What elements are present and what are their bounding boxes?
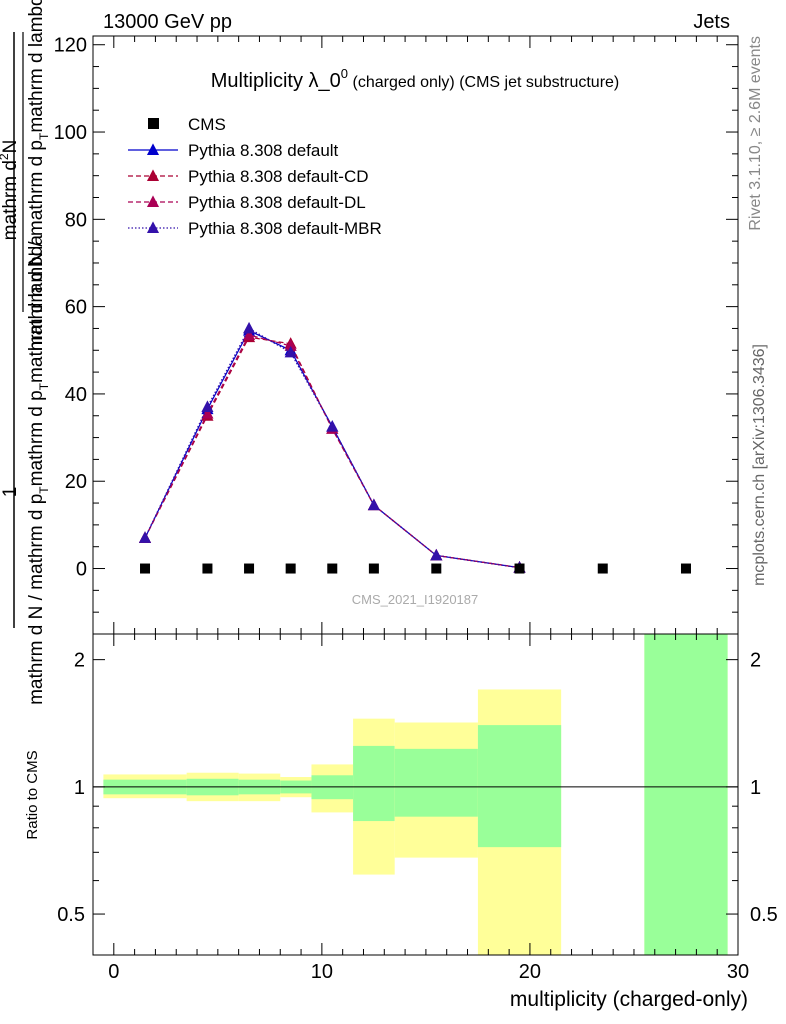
y-label-denom-main: mathrm d N / mathrm d p xyxy=(26,494,47,705)
ratio-y-tick-label-left: 2 xyxy=(74,650,85,672)
y-label-denom-sub: T xyxy=(37,486,51,494)
series-marker-mbr xyxy=(138,531,152,543)
cms-data-point xyxy=(597,563,608,574)
series-marker-dl xyxy=(242,328,256,340)
ratio-y-label: Ratio to CMS xyxy=(24,750,41,839)
legend-marker-cms xyxy=(148,118,159,129)
legend-marker xyxy=(146,169,160,181)
y-label-bottom: mathrm d N / mathrm d pTmathrm d lambda xyxy=(26,0,51,351)
y-label-one: 1 xyxy=(0,487,21,498)
series-line-mbr xyxy=(144,327,520,569)
ratio-band-inner xyxy=(477,725,562,848)
y-label-bottom-sub: T xyxy=(37,132,51,140)
ratio-y-tick-label-right: 2 xyxy=(750,650,761,672)
cms-data-point xyxy=(202,563,213,574)
cms-data-points xyxy=(140,563,691,574)
chart-title-suffix: (charged only) (CMS jet substructure) xyxy=(352,74,619,91)
ratio-y-tick-label-left: 0.5 xyxy=(57,904,85,926)
legend-marker xyxy=(146,143,160,155)
y-label-denom-end: mathrm d p xyxy=(26,390,47,486)
cms-data-point xyxy=(327,563,338,574)
series-marker-mbr xyxy=(367,498,380,511)
mcplots-label: mcplots.cern.ch [arXiv:1306.3436] xyxy=(751,344,768,586)
series-marker-mbr xyxy=(242,321,256,334)
y-label-top-sup: 2 xyxy=(0,153,11,160)
y-label-denom-sub2: T xyxy=(37,382,51,390)
ratio-band-inner xyxy=(394,748,478,817)
x-tick-label: 0 xyxy=(108,961,119,983)
ratio-band-inner xyxy=(353,745,395,822)
ratio-bands xyxy=(103,634,728,955)
ratio-band-inner xyxy=(644,634,728,955)
rivet-version-label: Rivet 3.1.10, ≥ 2.6M events xyxy=(747,36,764,231)
y-tick-label: 60 xyxy=(65,297,87,319)
ratio-y-tick-label-left: 1 xyxy=(74,777,85,799)
cms-data-point xyxy=(140,563,151,574)
cms-data-point xyxy=(368,563,379,574)
ratio-y-tick-label-right: 1 xyxy=(750,777,761,799)
y-tick-label: 0 xyxy=(76,559,87,581)
cms-data-point xyxy=(285,563,296,574)
y-tick-label: 80 xyxy=(65,209,87,231)
series-line-dl xyxy=(144,334,520,569)
chart-title-sup: 0 xyxy=(341,66,348,81)
legend-label: Pythia 8.308 default xyxy=(188,141,339,160)
main-panel: 0 20 40 60 80 100 120 CMS_2021_I1920187 xyxy=(54,35,739,635)
legend-label: CMS xyxy=(188,115,226,134)
analysis-category: Jets xyxy=(693,11,730,33)
main-x-ticks xyxy=(92,36,739,634)
ratio-x-ticks: 0 10 20 30 xyxy=(92,634,749,983)
legend-label: Pythia 8.308 default-MBR xyxy=(188,219,382,238)
collision-label: 13000 GeV pp xyxy=(103,11,232,33)
legend-marker xyxy=(146,195,160,207)
y-tick-label: 120 xyxy=(54,35,87,57)
legend-label: Pythia 8.308 default-CD xyxy=(188,167,369,186)
y-tick-label: 100 xyxy=(54,122,87,144)
series-marker-mbr xyxy=(326,420,339,432)
ratio-y-tick-label-right: 0.5 xyxy=(750,904,778,926)
series-line-default xyxy=(144,329,520,569)
cms-data-point xyxy=(244,563,255,574)
cms-data-point xyxy=(431,563,442,574)
cms-data-point xyxy=(680,563,691,574)
cms-data-point xyxy=(514,563,525,574)
chart-title-main: Multiplicity λ_0 xyxy=(211,70,341,92)
series-marker-dl xyxy=(284,339,297,351)
y-tick-label: 20 xyxy=(65,471,87,493)
y-label-bottom-end: mathrm d lambda xyxy=(26,0,47,133)
x-tick-label: 30 xyxy=(727,961,749,983)
chart-title: Multiplicity λ_00 (charged only) (CMS je… xyxy=(211,66,620,92)
series-marker-mbr xyxy=(284,345,297,358)
ratio-panel: 0.5 0.5 1 1 2 2 0 10 20 30 Ratio to CMS multipli… xyxy=(24,633,778,1011)
x-tick-label: 10 xyxy=(311,961,333,983)
legend-label: Pythia 8.308 default-DL xyxy=(188,193,366,212)
x-axis-label: multiplicity (charged-only) xyxy=(510,988,748,1011)
series-marker-mbr xyxy=(430,548,443,561)
y-label-top-end: N xyxy=(0,140,21,154)
y-label-denom-end2: mathrm d lambda xyxy=(26,235,47,383)
series-marker-mbr xyxy=(201,400,214,412)
ratio-y-ticks: 0.5 0.5 1 1 2 2 xyxy=(57,650,778,926)
y-label-top-main: mathrm d xyxy=(0,160,21,240)
legend: CMS Pythia 8.308 default Pythia 8.308 defa… xyxy=(128,115,382,238)
y-label-bottom-main: mathrm d N / mathrm d p xyxy=(26,140,47,351)
main-y-axis-label: 1 mathrm d2N mathrm d N / mathrm d pTmat… xyxy=(0,0,51,705)
x-tick-label: 20 xyxy=(519,961,541,983)
y-label-denom: mathrm d N / mathrm d pTmathrm d pTmathr… xyxy=(26,235,51,705)
series-line-cd xyxy=(144,336,520,569)
y-label-top: mathrm d2N xyxy=(0,140,21,241)
watermark: CMS_2021_I1920187 xyxy=(352,592,479,607)
legend-marker xyxy=(146,221,160,233)
y-tick-label: 40 xyxy=(65,384,87,406)
main-y-ticks: 0 20 40 60 80 100 120 xyxy=(54,35,738,613)
main-series xyxy=(138,321,526,573)
series-marker-dl xyxy=(201,406,214,419)
ratio-panel-frame xyxy=(92,633,739,956)
